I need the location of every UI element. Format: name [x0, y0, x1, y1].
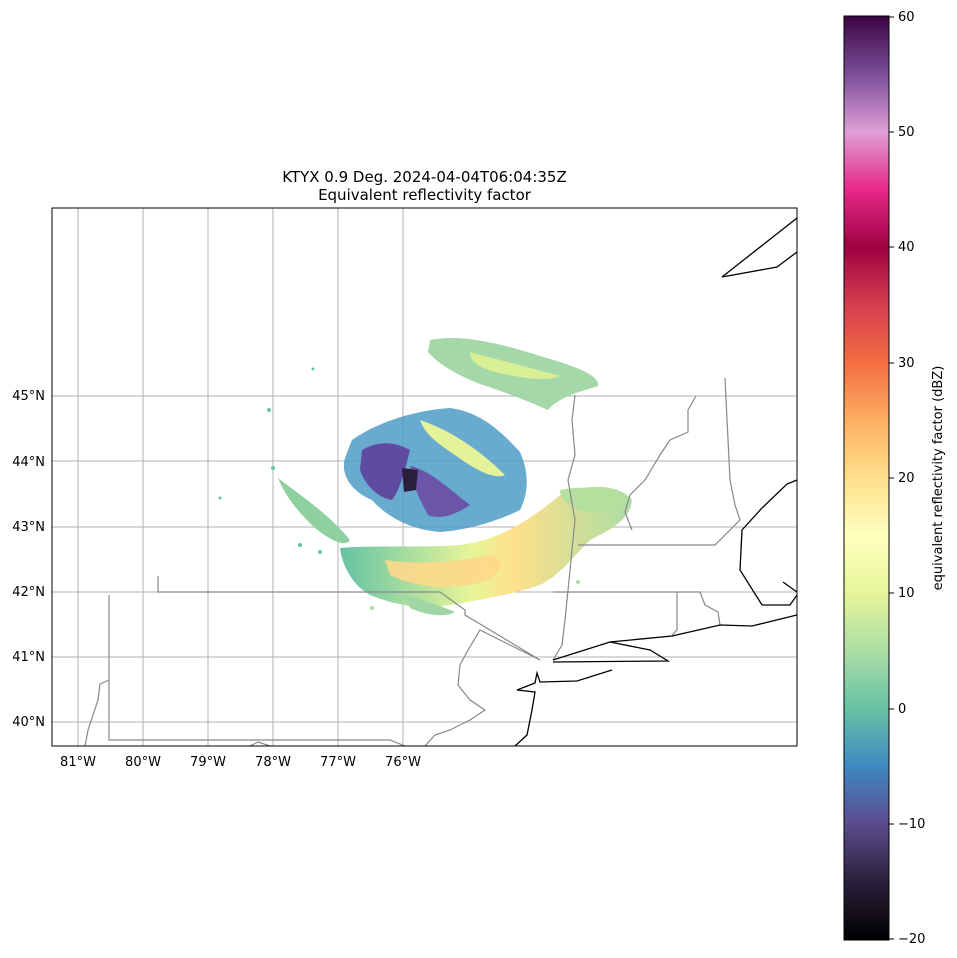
- map-panel: [51, 207, 798, 747]
- echo-speck: [218, 496, 222, 500]
- lat-label: 41°N: [12, 650, 45, 665]
- echo-speck: [318, 550, 322, 554]
- lon-label: 77°W: [320, 755, 356, 770]
- coastlines: [514, 217, 797, 746]
- colorbar-tick-label: −20: [898, 932, 925, 947]
- colorbar-tick-label: 0: [898, 702, 906, 717]
- lat-label: 40°N: [12, 715, 45, 730]
- echo-speck: [298, 543, 302, 547]
- echo-north-core: [470, 352, 560, 379]
- lon-label: 78°W: [255, 755, 291, 770]
- echo-speck: [370, 606, 374, 610]
- border-vt-east: [624, 395, 697, 531]
- colorbar-tick-label: 60: [898, 10, 915, 25]
- echo-west-arm: [278, 478, 350, 544]
- border-ma-nh: [578, 377, 741, 546]
- border-ct-ri: [671, 592, 678, 636]
- border-ny-pa: [157, 576, 541, 661]
- coast-gulf-stlawrence-2: [721, 251, 797, 278]
- echo-south-core: [385, 555, 501, 587]
- echo-central-cluster: [343, 408, 527, 532]
- coast-gulf-stlawrence: [721, 217, 797, 278]
- colorbar-tick-label: 30: [898, 356, 915, 371]
- map-title: KTYX 0.9 Deg. 2024-04-04T06:04:35Z: [282, 168, 567, 186]
- echo-dark-center: [410, 466, 470, 517]
- lat-label: 44°N: [12, 455, 45, 470]
- colorbar-gradient: [843, 15, 890, 941]
- colorbar-tick-label: 40: [898, 240, 915, 255]
- border-vt-nh: [552, 394, 576, 661]
- coast-long-island: [552, 641, 671, 663]
- map-frame: [51, 207, 798, 747]
- lat-label: 42°N: [12, 585, 45, 600]
- coast-nj-north: [516, 669, 613, 691]
- colorbar-tick-label: 20: [898, 471, 915, 486]
- map-subtitle: Equivalent reflectivity factor: [318, 186, 531, 204]
- echo-south-fringe: [405, 595, 455, 616]
- coast-cape: [782, 581, 797, 593]
- coast-nj-south: [514, 689, 536, 746]
- coast-long-island-sound: [552, 614, 797, 661]
- colorbar-tick-label: 10: [898, 586, 915, 601]
- lat-label: 45°N: [12, 389, 45, 404]
- echo-radar-site: [402, 468, 418, 492]
- border-ohio-river: [84, 679, 110, 746]
- echo-speck: [311, 367, 315, 371]
- colorbar-tick-label: 50: [898, 125, 915, 140]
- border-ct-ma: [553, 591, 721, 626]
- state-borders: [84, 377, 741, 746]
- echo-dark-west: [360, 443, 410, 500]
- echo-speck: [576, 580, 580, 584]
- lon-tick-labels: 81°W 80°W 79°W 78°W 77°W 76°W: [60, 755, 421, 770]
- reflectivity-echoes: [218, 338, 632, 616]
- lon-label: 76°W: [385, 755, 421, 770]
- border-nj: [424, 629, 541, 746]
- echo-east-lobe: [560, 487, 628, 513]
- border-south-stub: [249, 741, 271, 746]
- colorbar-label: equivalent reflectivity factor (dBZ): [931, 366, 946, 591]
- lat-label: 43°N: [12, 520, 45, 535]
- colorbar-ticks: 60 50 40 30 20 10 0 −10 −20: [889, 10, 925, 947]
- coast-maine: [739, 479, 797, 606]
- lat-tick-labels: 45°N 44°N 43°N 42°N 41°N 40°N: [12, 389, 45, 730]
- echo-speck: [267, 408, 271, 412]
- lon-label: 81°W: [60, 755, 96, 770]
- colorbar: 60 50 40 30 20 10 0 −10 −20 equivalent r…: [843, 10, 946, 947]
- border-pa-west: [108, 595, 406, 746]
- lon-label: 79°W: [190, 755, 226, 770]
- echo-yellow-streak: [420, 420, 505, 477]
- colorbar-tick-label: −10: [898, 817, 925, 832]
- echo-speck: [271, 466, 275, 470]
- lon-label: 80°W: [125, 755, 161, 770]
